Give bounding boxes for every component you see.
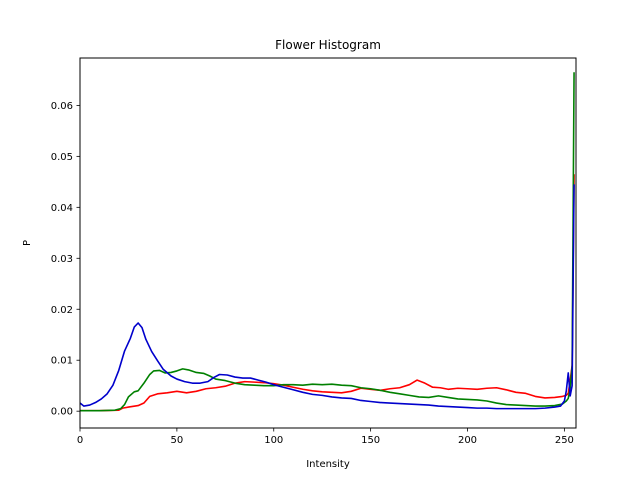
axes-frame (79, 57, 577, 429)
series-layer (79, 72, 575, 412)
x-tick-label: 250 (555, 435, 574, 446)
x-axis-label: Intensity (306, 459, 350, 470)
y-tick-label: 0.03 (51, 254, 73, 265)
axes-background (80, 58, 576, 428)
chart-title: Flower Histogram (275, 38, 381, 52)
y-tick-label: 0.02 (51, 305, 73, 316)
series-line-2 (80, 72, 575, 412)
x-tick-label: 50 (171, 435, 184, 446)
series-line-1 (80, 174, 575, 412)
plot-area (79, 57, 577, 429)
x-axis: 0 50 100 150 200 250 (77, 428, 574, 446)
x-tick-label: 200 (458, 435, 477, 446)
y-tick-label: 0.05 (51, 152, 73, 163)
y-tick-label: 0.01 (51, 356, 73, 367)
x-tick-label: 100 (264, 435, 283, 446)
y-axis: 0.00 0.01 0.02 0.03 0.04 0.05 0.06 (51, 101, 80, 418)
y-tick-label: 0.06 (51, 101, 73, 112)
x-tick-label: 150 (361, 435, 380, 446)
y-tick-label: 0.04 (51, 203, 73, 214)
y-tick-label: 0.00 (51, 407, 73, 418)
series-line-3 (79, 184, 575, 410)
x-tick-label: 0 (77, 435, 83, 446)
y-axis-label: P (22, 240, 33, 246)
